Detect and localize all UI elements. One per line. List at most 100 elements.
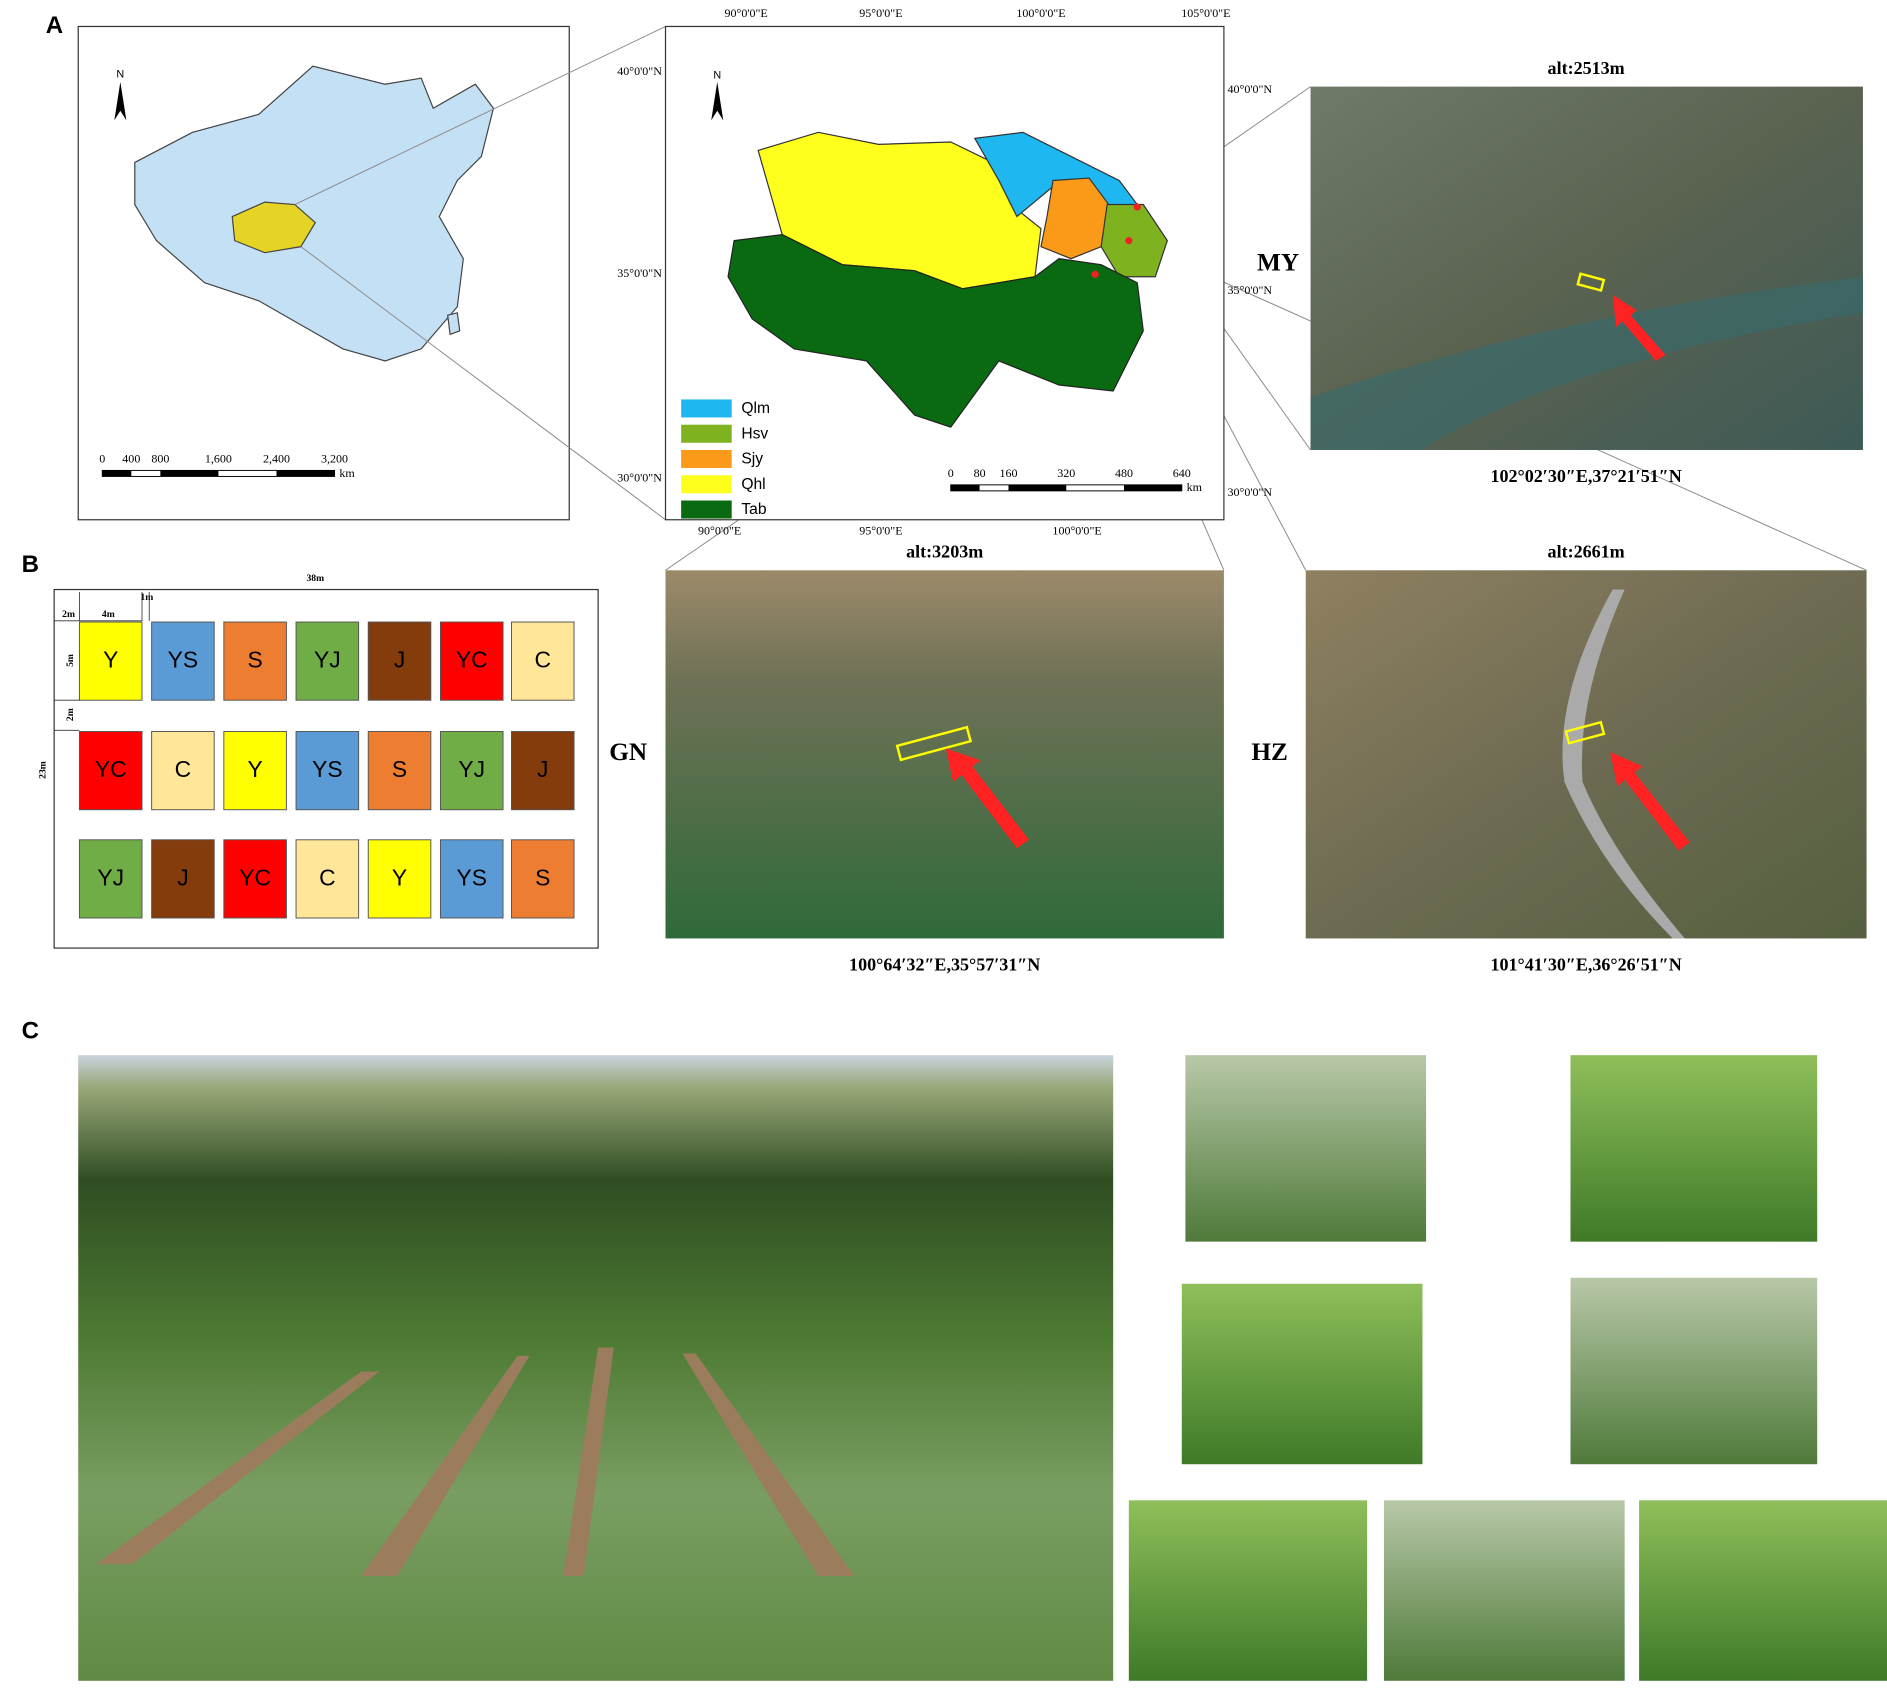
lat-label: 30°0'0"N: [1228, 485, 1273, 499]
plot-code: C: [175, 756, 192, 782]
scale-bar-segment: [1124, 484, 1182, 491]
scale-bar-segment: [276, 470, 335, 477]
site-coordinates: 101°41′30″E,36°26′51″N: [1491, 954, 1682, 974]
north-arrow: [114, 81, 127, 121]
scale-bar-segment: [160, 470, 219, 477]
site-altitude: alt:2661m: [1548, 542, 1625, 562]
scale-label: 640: [1173, 466, 1191, 480]
legend-swatch: [681, 449, 732, 469]
crop-photo: [1128, 1500, 1368, 1681]
region-tab: [727, 233, 1144, 428]
site-name: GN: [609, 738, 647, 766]
panel-label: B: [22, 551, 39, 578]
scale-unit: km: [339, 466, 355, 480]
plot-code: YC: [95, 756, 127, 782]
scale-unit: km: [1187, 480, 1203, 494]
china-outline: [134, 65, 495, 362]
crop-photo: [1570, 1055, 1818, 1242]
legend-label: Hsv: [741, 425, 768, 442]
crop-photo: [1185, 1055, 1427, 1242]
dimension-label: 4m: [102, 609, 115, 620]
plot-code: YS: [168, 647, 199, 673]
plot-cell: [510, 839, 575, 919]
scale-label: 320: [1057, 466, 1075, 480]
lon-label: 105°0'0"E: [1181, 6, 1230, 20]
scale-label: 800: [151, 451, 169, 465]
plot-cell: [295, 839, 360, 919]
scale-bar-segment: [1008, 484, 1067, 491]
plot-cell: [367, 731, 432, 811]
plot-cell: [510, 731, 575, 811]
legend-label: Qlm: [741, 400, 770, 417]
dimension-label: 2m: [65, 708, 76, 721]
taiwan: [447, 312, 461, 336]
scale-label: 1,600: [205, 451, 232, 465]
plot-cell: [367, 839, 432, 919]
panel-label: A: [46, 12, 63, 39]
plot-cell: [367, 621, 432, 701]
plot-cell: [439, 621, 504, 701]
plot-code: J: [537, 756, 548, 782]
plot-code: YC: [456, 647, 488, 673]
site-labels: alt:2513m 102°02′30″E,37°21′51″N MY alt:320…: [609, 58, 1682, 974]
region-sjy: [1040, 177, 1114, 260]
lat-label: 35°0'0"N: [617, 266, 662, 280]
plot-code: J: [177, 865, 188, 891]
crop-photo: [1383, 1500, 1625, 1681]
plot-cell: [151, 621, 215, 701]
site-dots: [1091, 203, 1141, 278]
crop-photo: [1570, 1277, 1818, 1465]
dimension-label: 1m: [140, 592, 153, 603]
scale-bar-segment: [102, 470, 132, 477]
legend-swatch: [681, 399, 732, 418]
plot-code: YJ: [314, 647, 341, 673]
plot-marker: [1564, 720, 1606, 745]
legend-swatch: [681, 500, 732, 519]
lon-label: 100°0'0"E: [1016, 6, 1065, 20]
plot-cell: [151, 731, 215, 811]
plot-cell: [510, 621, 575, 701]
site-altitude: alt:3203m: [906, 542, 983, 562]
legend-label: Qhl: [741, 476, 765, 493]
satellite-photo-gn: [665, 570, 1224, 939]
scale-label: 0: [948, 466, 954, 480]
scale-label: 160: [999, 466, 1017, 480]
scale-label: 80: [974, 466, 986, 480]
plot-cell: [223, 839, 287, 919]
scale-label: 0: [99, 451, 105, 465]
arrow: [945, 748, 1029, 849]
legend-swatch: [681, 424, 732, 443]
scale-bar-segment: [950, 484, 980, 491]
plot-code: S: [535, 865, 550, 891]
plot-code: Y: [392, 865, 407, 891]
region-hsv: [1100, 203, 1169, 278]
site-name: MY: [1257, 248, 1299, 276]
lat-label: 40°0'0"N: [617, 64, 662, 78]
river: [1310, 276, 1863, 450]
lon-label: 100°0'0"E: [1052, 524, 1101, 538]
site-name: HZ: [1251, 738, 1287, 766]
site-coordinates: 100°64′32″E,35°57′31″N: [849, 954, 1040, 974]
plot-layout: Y YS S YJ J YC C YC C Y YS S YJ J YJ J YC C Y YS S 38m 2m 4m 1m 5…: [38, 573, 575, 919]
plot-code: YS: [312, 756, 343, 782]
road: [1562, 589, 1685, 939]
plot-code: Y: [248, 756, 263, 782]
dimension-label: 23m: [38, 761, 49, 779]
site-coordinates: 102°02′30″E,37°21′51″N: [1491, 466, 1682, 486]
lat-label: 35°0'0"N: [1228, 283, 1273, 297]
north-label: N: [713, 70, 721, 82]
arrow: [1612, 294, 1666, 361]
lon-label: 95°0'0"E: [859, 524, 902, 538]
crop-photo: [1639, 1500, 1887, 1681]
plot-code: J: [394, 647, 405, 673]
scale-label: 2,400: [263, 451, 290, 465]
panel-label: C: [22, 1018, 39, 1045]
legend-label: Sjy: [741, 451, 763, 468]
north-arrow: [711, 81, 724, 121]
plot-cell: [439, 731, 504, 811]
scale-label: 480: [1115, 466, 1133, 480]
plot-code: S: [392, 756, 407, 782]
